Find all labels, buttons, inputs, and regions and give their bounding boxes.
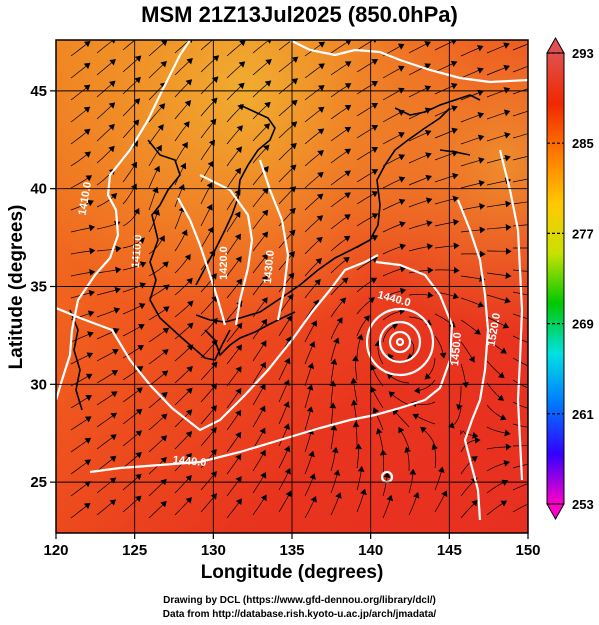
colorbar-label: 261 [572,407,594,422]
colorbar-label: 269 [572,317,594,332]
contour-label: 1410.0 [130,234,145,269]
contour-label: 1520.0 [486,312,504,347]
latitude-tick-labels: 25 30 35 40 45 [30,83,56,491]
lat-tick-label: 45 [30,83,47,100]
contour-label: 1430.0 [262,250,277,285]
colorbar-label: 285 [572,136,594,151]
lon-tick-label: 140 [358,542,383,559]
colorbar-label: 253 [572,497,594,512]
lat-tick-label: 40 [30,181,47,198]
map-title: MSM 21Z13Jul2025 (850.0hPa) [141,2,458,27]
coastlines [69,94,481,411]
colorbar-bottom-arrow [546,503,565,521]
lon-tick-label: 150 [515,542,540,559]
y-axis-label: Latitude (degrees) [6,205,27,370]
colorbar-top-arrow [546,36,565,54]
lat-tick-label: 35 [30,279,47,296]
lon-tick-label: 145 [437,542,462,559]
colorbar-label: 277 [572,226,594,241]
lat-tick-label: 25 [30,474,47,491]
lon-tick-label: 120 [43,542,68,559]
contour-label: 1440.0 [172,454,207,469]
credit-drawing: Drawing by DCL (https://www.gfd-dennou.o… [163,595,436,606]
contour-label: 1410.0 [76,181,94,216]
contour-labels: 1410.0 1410.0 1420.0 1430.0 1440.0 1450.0 1520… [76,181,503,469]
x-axis-label: Longitude (degrees) [201,562,384,583]
credit-data: Data from http://database.rish.kyoto-u.a… [162,609,437,620]
lon-tick-label: 130 [201,542,226,559]
contour-lines [56,40,528,521]
contour-label: 1450.0 [449,332,464,367]
lat-tick-label: 30 [30,376,47,393]
lon-tick-label: 135 [279,542,304,559]
colorbar: 293 285 277 269 261 253 [546,36,594,521]
colorbar-label: 293 [572,46,594,61]
contour-label: 1420.0 [218,246,230,280]
lon-tick-label: 125 [122,542,147,559]
longitude-tick-labels: 120 125 130 135 140 145 150 [43,533,541,559]
